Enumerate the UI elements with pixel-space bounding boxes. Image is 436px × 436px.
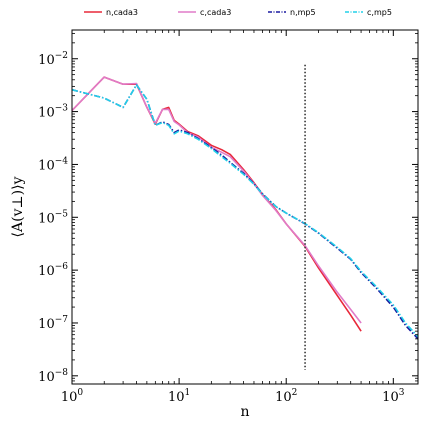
- x-tick-label: 101: [168, 388, 190, 405]
- legend-label: c,cada3: [200, 8, 231, 17]
- series-line-c-cada3: [71, 76, 362, 324]
- series-line-n-cada3: [71, 76, 362, 332]
- y-tick-label: 10−3: [38, 104, 68, 121]
- axis-ticks: 100 101 102 103 10−8 10−7 10−6 10−5 10−4 10−3 10−2: [38, 30, 418, 405]
- y-tick-label: 10−6: [38, 262, 68, 279]
- legend-label: c,mp5: [367, 8, 392, 17]
- plot-lines: [71, 64, 419, 370]
- series-line-n-mp5: [71, 84, 419, 340]
- x-tick-label: 102: [275, 388, 297, 405]
- y-tick-label: 10−5: [38, 209, 68, 226]
- legend-label: n,cada3: [106, 8, 138, 17]
- y-tick-label: 10−2: [38, 51, 68, 68]
- x-tick-label: 100: [61, 388, 84, 405]
- y-tick-label: 10−8: [38, 368, 68, 385]
- y-tick-label: 10−7: [38, 315, 68, 332]
- y-axis-label: ⟨A(v⊥)⟩y: [10, 176, 26, 237]
- legend: n,cada3 c,cada3 n,mp5 c,mp5: [84, 8, 392, 17]
- y-tick-label: 10−4: [38, 156, 68, 173]
- legend-label: n,mp5: [290, 8, 316, 17]
- x-axis-label: n: [240, 404, 249, 420]
- plot-frame: [71, 29, 419, 385]
- x-tick-label: 103: [382, 388, 405, 405]
- series-line-c-mp5: [71, 84, 419, 338]
